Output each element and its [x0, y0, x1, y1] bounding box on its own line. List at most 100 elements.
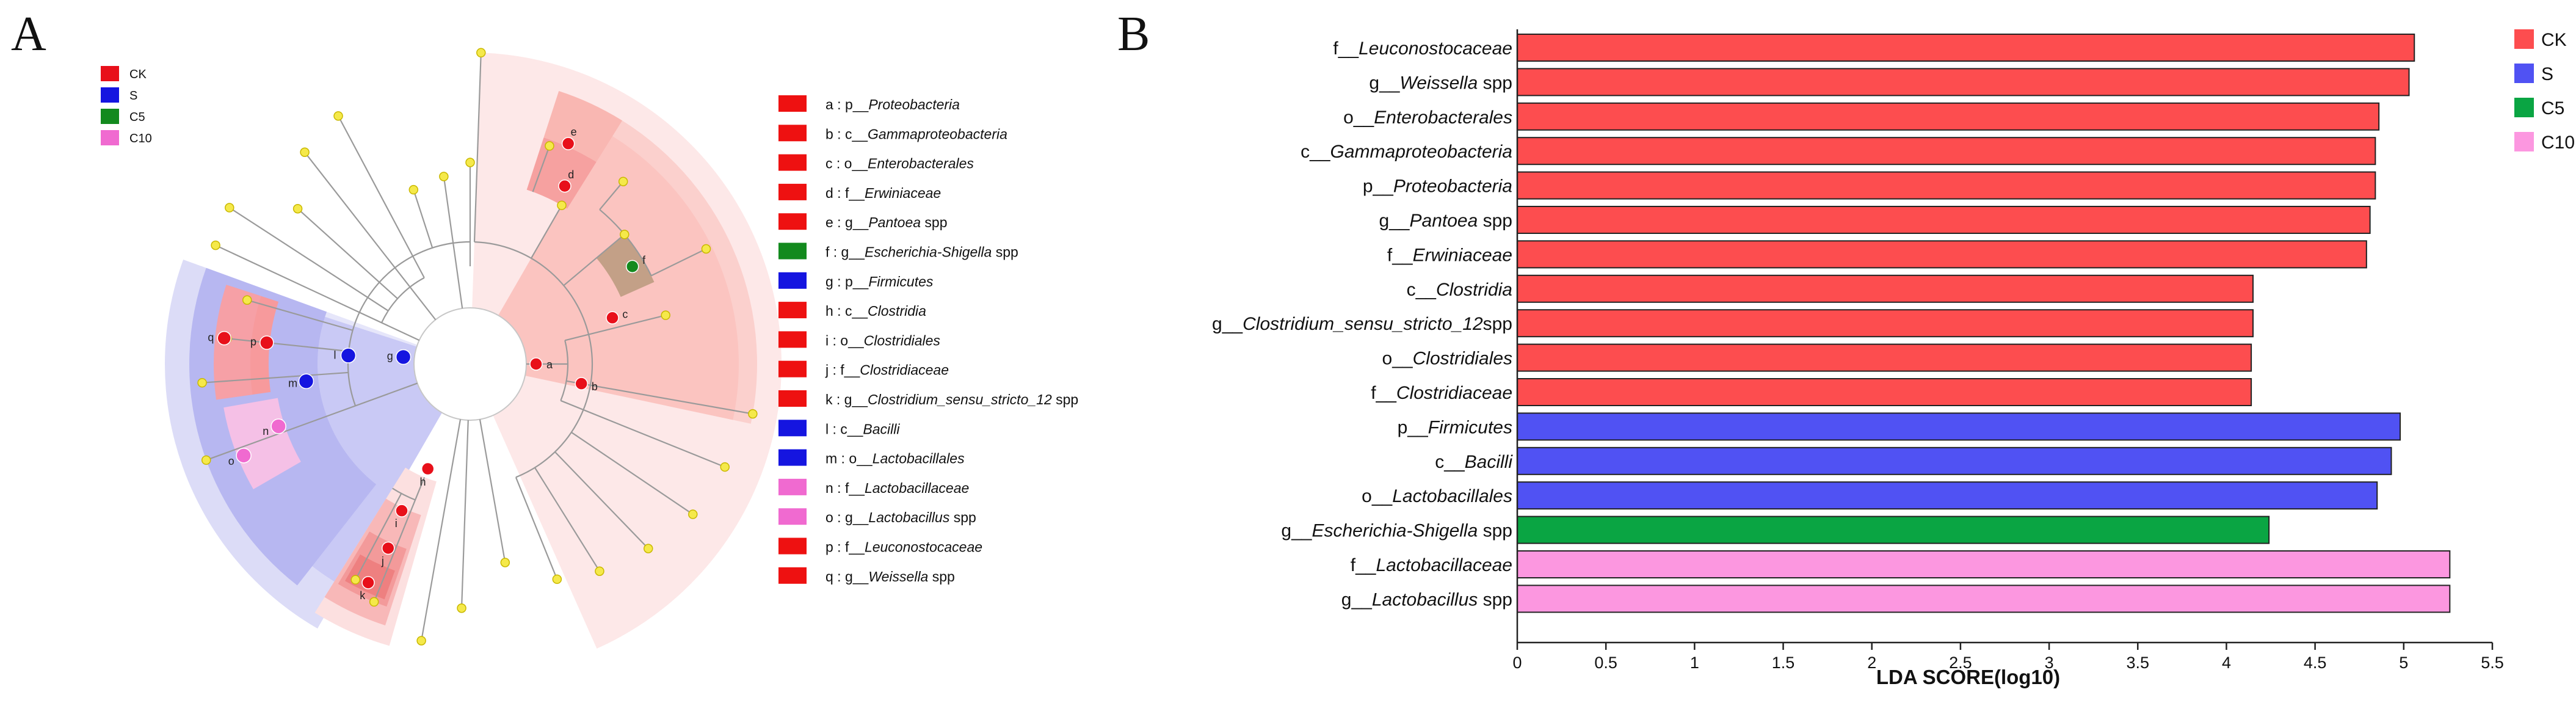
bar-label-clostridiaceae: f__Clostridiaceae: [1371, 383, 1512, 403]
tree-edge: [554, 451, 649, 549]
legend-label-ck: CK: [129, 68, 147, 81]
bar-clostridiaceae: [1517, 378, 2252, 406]
chart-legend-label-s: S: [2541, 64, 2553, 84]
bar-label-clostridia: c__Clostridia: [1407, 280, 1512, 300]
cladogram: a b c d e f g h i j k l m n o p q: [164, 48, 782, 649]
bar-label-pantoea: g__Pantoea spp: [1379, 211, 1512, 231]
node-label-l: l: [334, 349, 336, 362]
biomarker-node-b: [575, 377, 588, 390]
key-label-5: e : g__Pantoea spp: [825, 214, 948, 230]
lda-bar-chart: f__Leuconostocaceae g__Weissella spp o__En…: [1212, 29, 2575, 688]
tree-edge: [355, 493, 402, 580]
leaf-node: [476, 48, 486, 58]
key-swatch-16: [778, 537, 807, 555]
tree-edge: [599, 181, 624, 210]
node-label-b: b: [592, 381, 598, 393]
chart-legend-swatch-c10: [2514, 132, 2534, 151]
tree-edge: [304, 151, 437, 321]
bar-label-proteobacteria: p__Proteobacteria: [1363, 177, 1512, 197]
node-label-c: c: [622, 308, 628, 320]
panel-a-letter: A: [11, 7, 46, 61]
bar-label-firmicutes: p__Firmicutes: [1398, 417, 1512, 437]
tree-edge: [651, 248, 706, 277]
tree-edge: [531, 205, 562, 259]
tree-edge: [206, 382, 418, 461]
legend-swatch-c10: [101, 130, 119, 145]
key-swatch-2: [778, 125, 807, 142]
tree-edge: [460, 420, 469, 608]
bar-label-escherichia-shigella: g__Escherichia-Shigella spp: [1281, 521, 1512, 541]
legend-swatch-c5: [101, 109, 119, 124]
biomarker-node-p: [259, 335, 274, 350]
leaf-node: [545, 141, 554, 151]
x-tick-label: 1: [1690, 654, 1699, 672]
tree-edge: [473, 53, 482, 242]
tree-edge: [201, 371, 349, 384]
tree-edge: [571, 431, 694, 515]
sector-c5-escherichia: [596, 234, 655, 297]
x-axis-title: LDA SCORE(log10): [1876, 666, 2060, 688]
x-tick-label: 4: [2222, 654, 2231, 672]
tree-edge: [515, 477, 558, 580]
tree-edge: [247, 299, 354, 331]
leaf-node: [720, 462, 730, 472]
leaf-node: [465, 158, 475, 167]
biomarker-node-k: [361, 576, 375, 589]
bar-weissella: [1517, 68, 2410, 97]
biomarker-node-m: [298, 373, 314, 389]
bar-label-erwiniaceae: f__Erwiniaceae: [1387, 245, 1512, 265]
node-label-i: i: [395, 517, 397, 530]
key-swatch-10: [778, 360, 807, 377]
key-swatch-17: [778, 567, 807, 584]
legend-swatch-s: [101, 87, 119, 103]
tree-edge: [227, 338, 349, 352]
key-label-7: g : p__Firmicutes: [825, 274, 934, 290]
x-tick-label: 2: [1867, 654, 1876, 672]
leaf-node: [661, 310, 670, 320]
legend-label-c5: C5: [129, 111, 145, 124]
leaf-node: [350, 575, 360, 585]
tree-edge: [563, 234, 625, 286]
tree-arc: [392, 487, 416, 501]
node-label-p: p: [250, 336, 256, 348]
legend-label-s: S: [129, 89, 137, 103]
legend-label-c10: C10: [129, 132, 152, 145]
bar-label-lactobacillus: g__Lactobacillus spp: [1341, 589, 1512, 610]
x-tick-label: 0.5: [1594, 654, 1617, 672]
key-swatch-7: [778, 272, 807, 289]
bar-label-gammaproteobacteria: c__Gammaproteobacteria: [1301, 142, 1512, 162]
tree-edge: [373, 477, 426, 602]
x-tick-label: 0: [1512, 654, 1522, 672]
tree-edge: [413, 189, 434, 249]
key-label-11: k : g__Clostridium_sensu_stricto_12 spp: [825, 392, 1078, 407]
x-tick-label: 5: [2399, 654, 2408, 672]
leaf-node: [439, 172, 449, 181]
biomarker-node-h: [421, 462, 435, 476]
leaf-node: [644, 544, 653, 553]
leaf-node: [292, 203, 303, 214]
tree-arc: [474, 241, 593, 478]
key-swatch-4: [778, 183, 807, 200]
panel-b-letter: B: [1117, 7, 1150, 61]
bar-gammaproteobacteria: [1517, 137, 2376, 166]
key-label-8: h : c__Clostridia: [825, 303, 926, 319]
leaf-node: [197, 377, 207, 388]
leaf-node: [500, 558, 510, 567]
biomarker-node-l: [340, 348, 357, 363]
key-label-2: b : c__Gammaproteobacteria: [825, 126, 1007, 142]
node-label-k: k: [360, 589, 366, 602]
leaf-node: [225, 203, 234, 213]
sector-ck-weissella: [214, 285, 261, 400]
key-swatch-15: [778, 508, 807, 525]
node-label-f: f: [642, 254, 646, 266]
tree-edge: [532, 145, 551, 192]
x-tick-label: 3: [2045, 654, 2054, 672]
biomarker-node-d: [558, 179, 571, 193]
tree-arc: [599, 209, 652, 276]
leaf-node: [620, 230, 629, 239]
key-label-12: l : c__Bacilli: [825, 421, 900, 437]
tree-edge: [560, 399, 725, 468]
bar-escherichia-shigella: [1517, 515, 2270, 544]
key-label-15: o : g__Lactobacillus spp: [825, 509, 976, 525]
